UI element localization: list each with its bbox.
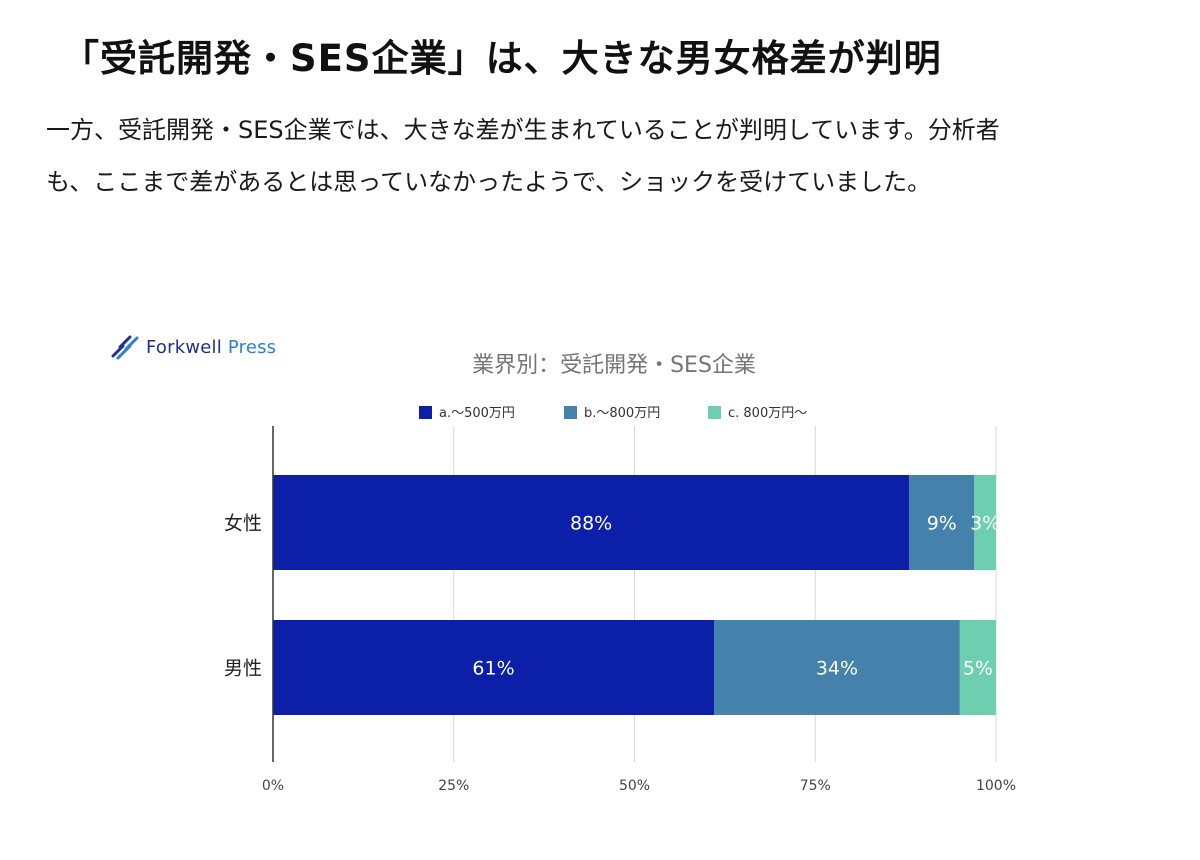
article-heading: 「受託開発・SES企業」は、大きな男女格差が判明 <box>62 37 942 80</box>
bar-segment <box>959 620 996 715</box>
logo-brand: Forkwell <box>146 336 222 358</box>
forkwell-press-logo: Forkwell Press <box>110 334 276 360</box>
data-label: 34% <box>816 658 858 680</box>
forkwell-logo-icon <box>111 335 139 360</box>
data-label: 5% <box>963 658 993 680</box>
bar-segment <box>273 475 910 570</box>
bar-segment <box>273 620 715 715</box>
data-label: 9% <box>927 513 957 535</box>
paragraph-line: 一方、受託開発・SES企業では、大きな差が生まれていることが判明しています。分析… <box>46 116 1000 144</box>
x-tick-label: 0% <box>262 778 284 794</box>
logo-wordmark: Forkwell Press <box>146 337 276 358</box>
x-tick-label: 25% <box>438 778 469 794</box>
legend-label: c. 800万円〜 <box>728 406 807 421</box>
data-label: 61% <box>472 658 514 680</box>
x-tick-label: 50% <box>619 778 650 794</box>
logo-suffix: Press <box>227 336 277 358</box>
bar-segment <box>974 475 996 570</box>
category-label: 女性 <box>224 513 262 535</box>
x-tick-label: 75% <box>800 778 831 794</box>
stacked-bar-chart: 業界別：受託開発・SES企業 a.〜500万円 b.〜800万円 c. 800万円〜 0… <box>224 353 1016 794</box>
legend-swatch <box>419 406 432 419</box>
bar-segment <box>909 475 975 570</box>
legend-label: b.〜800万円 <box>584 406 660 421</box>
paragraph-line: も、ここまで差があるとは思っていなかったようで、ショックを受けていました。 <box>46 168 932 196</box>
data-label: 88% <box>570 513 612 535</box>
legend-swatch <box>708 406 721 419</box>
article-paragraph: 一方、受託開発・SES企業では、大きな差が生まれていることが判明しています。分析… <box>46 104 1166 208</box>
bar-segment <box>714 620 960 715</box>
data-label: 3% <box>970 513 1000 535</box>
legend-label: a.〜500万円 <box>439 406 515 421</box>
category-label: 男性 <box>224 658 262 680</box>
chart-title: 業界別：受託開発・SES企業 <box>472 353 756 378</box>
legend-swatch <box>564 406 577 419</box>
x-tick-label: 100% <box>976 778 1016 794</box>
